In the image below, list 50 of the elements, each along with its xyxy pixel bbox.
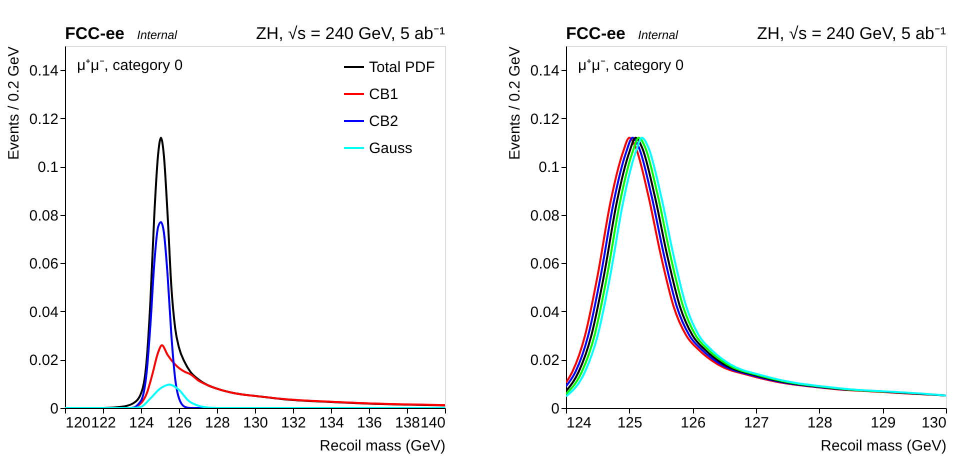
y-tick-label: 0.1 bbox=[38, 159, 58, 176]
x-tick-label: 140 bbox=[420, 414, 446, 432]
x-tick-label: 129 bbox=[870, 414, 896, 432]
chart-title: FCC-ee bbox=[566, 24, 626, 43]
x-tick-label: 138 bbox=[394, 414, 420, 432]
x-tick-label: 125 bbox=[617, 414, 642, 432]
legend-label: Total PDF bbox=[369, 59, 435, 76]
chart-subtitle: Internal bbox=[638, 28, 678, 42]
x-tick-label: 120 bbox=[66, 414, 91, 432]
x-tick-label: 132 bbox=[280, 414, 306, 432]
y-tick-label: 0.02 bbox=[29, 352, 58, 370]
annotation: μ⁺μ⁻, category 0 bbox=[77, 57, 183, 74]
chart-subtitle: Internal bbox=[137, 28, 178, 42]
y-tick-label: 0.02 bbox=[530, 352, 560, 370]
y-tick-label: 0.12 bbox=[530, 110, 560, 128]
y-tick-label: 0 bbox=[50, 400, 58, 418]
x-tick-label: 134 bbox=[318, 414, 344, 432]
y-tick-label: 0.08 bbox=[29, 207, 58, 224]
legend-label: CB2 bbox=[369, 113, 398, 130]
x-tick-label: 130 bbox=[242, 414, 268, 432]
x-tick-label: 130 bbox=[921, 414, 946, 432]
y-tick-label: 0.12 bbox=[29, 110, 58, 128]
y-tick-label: 0.1 bbox=[538, 159, 560, 176]
text: ZH, √s = 240 GeV, 5 ab⁻¹ bbox=[256, 24, 446, 43]
x-tick-label: 124 bbox=[566, 414, 592, 432]
y-tick-label: 0.06 bbox=[530, 256, 560, 273]
x-tick-label: 128 bbox=[807, 414, 832, 432]
y-axis-title: Events / 0.2 GeV bbox=[5, 46, 22, 160]
x-tick-label: 128 bbox=[204, 414, 230, 432]
y-tick-label: 0 bbox=[551, 400, 560, 418]
legend-label: CB1 bbox=[369, 86, 398, 103]
y-tick-label: 0.14 bbox=[29, 62, 58, 80]
y-tick-label: 0.08 bbox=[530, 207, 560, 224]
x-axis-title: Recoil mass (GeV) bbox=[820, 438, 947, 454]
text: ZH, √s = 240 GeV, 5 ab⁻¹ bbox=[756, 24, 946, 43]
legend-label: Gauss bbox=[369, 140, 412, 157]
x-tick-label: 127 bbox=[744, 414, 770, 432]
x-tick-label: 126 bbox=[166, 414, 192, 432]
x-tick-label: 126 bbox=[680, 414, 706, 432]
y-tick-label: 0.14 bbox=[530, 62, 560, 80]
y-tick-label: 0.04 bbox=[530, 304, 560, 321]
x-tick-label: 124 bbox=[128, 414, 154, 432]
x-tick-label: 136 bbox=[356, 414, 382, 432]
x-axis-title: Recoil mass (GeV) bbox=[320, 438, 446, 454]
y-axis-title: Events / 0.2 GeV bbox=[506, 46, 524, 160]
x-tick-label: 122 bbox=[90, 414, 116, 432]
annotation: μ⁺μ⁻, category 0 bbox=[578, 57, 684, 74]
chart-title: FCC-ee bbox=[65, 24, 125, 43]
y-tick-label: 0.06 bbox=[29, 256, 58, 273]
y-tick-label: 0.04 bbox=[29, 304, 58, 321]
